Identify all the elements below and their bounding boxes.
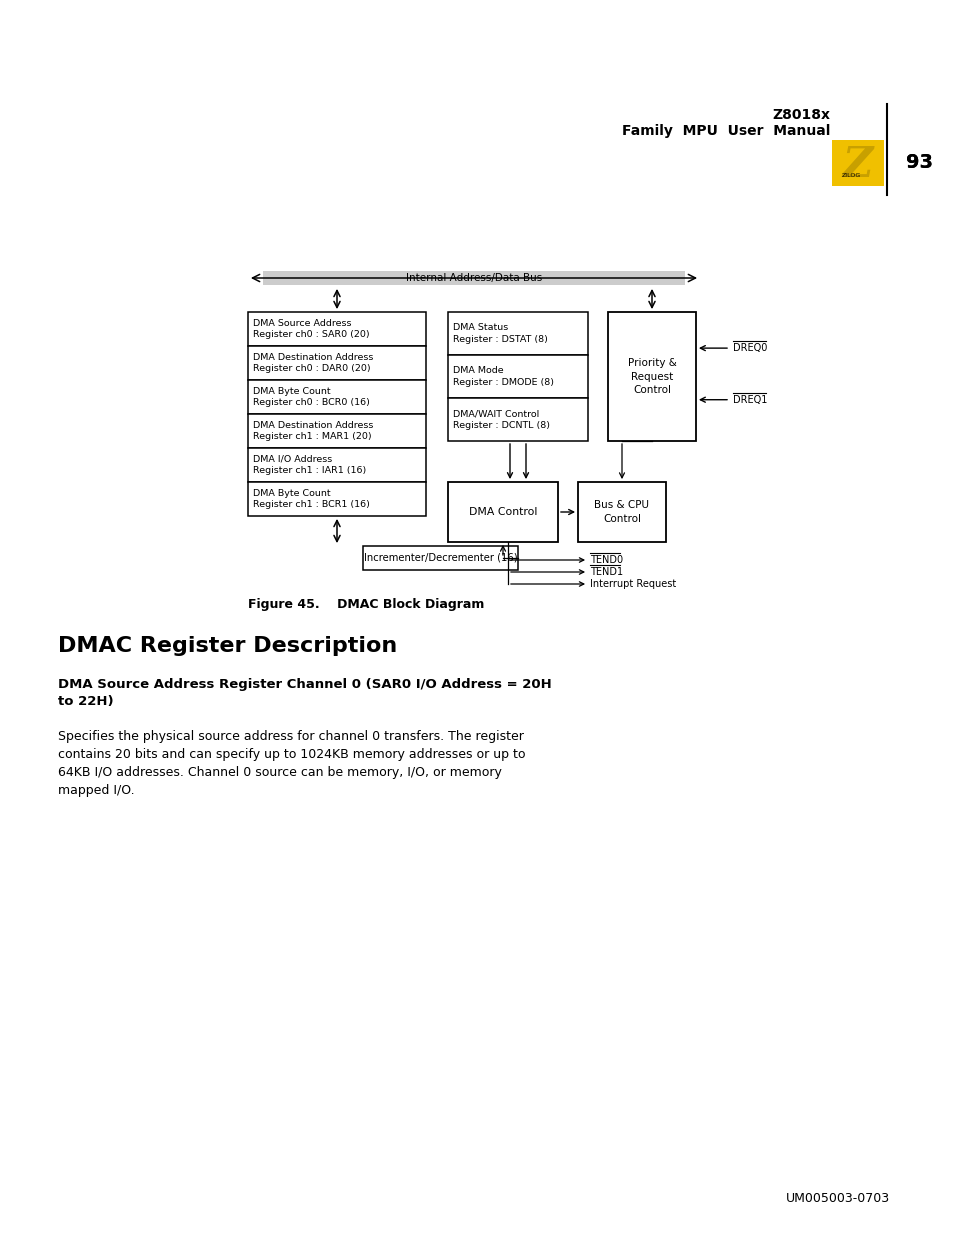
Text: Z: Z: [841, 144, 872, 186]
Text: DREQ1: DREQ1: [732, 395, 766, 405]
Bar: [578, 482, 665, 542]
Text: DMAC Register Description: DMAC Register Description: [58, 636, 396, 656]
Text: DMA I/O Address
Register ch1 : IAR1 (16): DMA I/O Address Register ch1 : IAR1 (16): [253, 454, 366, 475]
Text: Family  MPU  User  Manual: Family MPU User Manual: [621, 124, 829, 138]
Text: Interrupt Request: Interrupt Request: [589, 579, 676, 589]
Text: DMA Source Address Register Channel 0 (SAR0 I/O Address = 20H
to 22H): DMA Source Address Register Channel 0 (S…: [58, 678, 551, 708]
Bar: [248, 312, 426, 346]
Text: DMA/WAIT Control
Register : DCNTL (8): DMA/WAIT Control Register : DCNTL (8): [453, 410, 550, 430]
Text: Incrementer/Decrementer (16): Incrementer/Decrementer (16): [363, 553, 517, 563]
Text: DMA Status
Register : DSTAT (8): DMA Status Register : DSTAT (8): [453, 324, 547, 343]
Text: TEND1: TEND1: [589, 567, 622, 577]
Text: DMA Mode
Register : DMODE (8): DMA Mode Register : DMODE (8): [453, 367, 554, 387]
Text: DMA Source Address
Register ch0 : SAR0 (20): DMA Source Address Register ch0 : SAR0 (…: [253, 319, 369, 340]
Text: Z8018x: Z8018x: [771, 107, 829, 122]
Bar: [248, 380, 426, 414]
Bar: [248, 346, 426, 380]
Bar: [448, 312, 587, 354]
Bar: [448, 398, 587, 441]
Bar: [607, 312, 696, 441]
Bar: [363, 546, 517, 571]
Bar: [448, 354, 587, 398]
Text: DMA Destination Address
Register ch1 : MAR1 (20): DMA Destination Address Register ch1 : M…: [253, 421, 373, 441]
Text: UM005003-0703: UM005003-0703: [785, 1192, 889, 1205]
Text: Specifies the physical source address for channel 0 transfers. The register
cont: Specifies the physical source address fo…: [58, 730, 525, 797]
Text: 93: 93: [905, 152, 933, 172]
Text: DREQ0: DREQ0: [732, 343, 766, 353]
Text: DMA Byte Count
Register ch0 : BCR0 (16): DMA Byte Count Register ch0 : BCR0 (16): [253, 387, 370, 408]
Text: 93: 93: [905, 152, 933, 172]
Bar: [248, 482, 426, 516]
Text: DMA Byte Count
Register ch1 : BCR1 (16): DMA Byte Count Register ch1 : BCR1 (16): [253, 489, 370, 509]
Text: Internal Address/Data Bus: Internal Address/Data Bus: [405, 273, 541, 283]
Bar: [263, 270, 684, 285]
Bar: [448, 482, 558, 542]
Text: ZILOG: ZILOG: [841, 173, 861, 178]
Text: TEND0: TEND0: [589, 555, 622, 564]
Text: DMA Destination Address
Register ch0 : DAR0 (20): DMA Destination Address Register ch0 : D…: [253, 353, 373, 373]
Text: Priority &
Request
Control: Priority & Request Control: [627, 358, 676, 395]
Text: Figure 45.    DMAC Block Diagram: Figure 45. DMAC Block Diagram: [248, 598, 484, 611]
Text: Bus & CPU
Control: Bus & CPU Control: [594, 500, 649, 524]
Bar: [248, 414, 426, 448]
Bar: [831, 140, 883, 186]
Text: DMA Control: DMA Control: [468, 508, 537, 517]
Bar: [248, 448, 426, 482]
